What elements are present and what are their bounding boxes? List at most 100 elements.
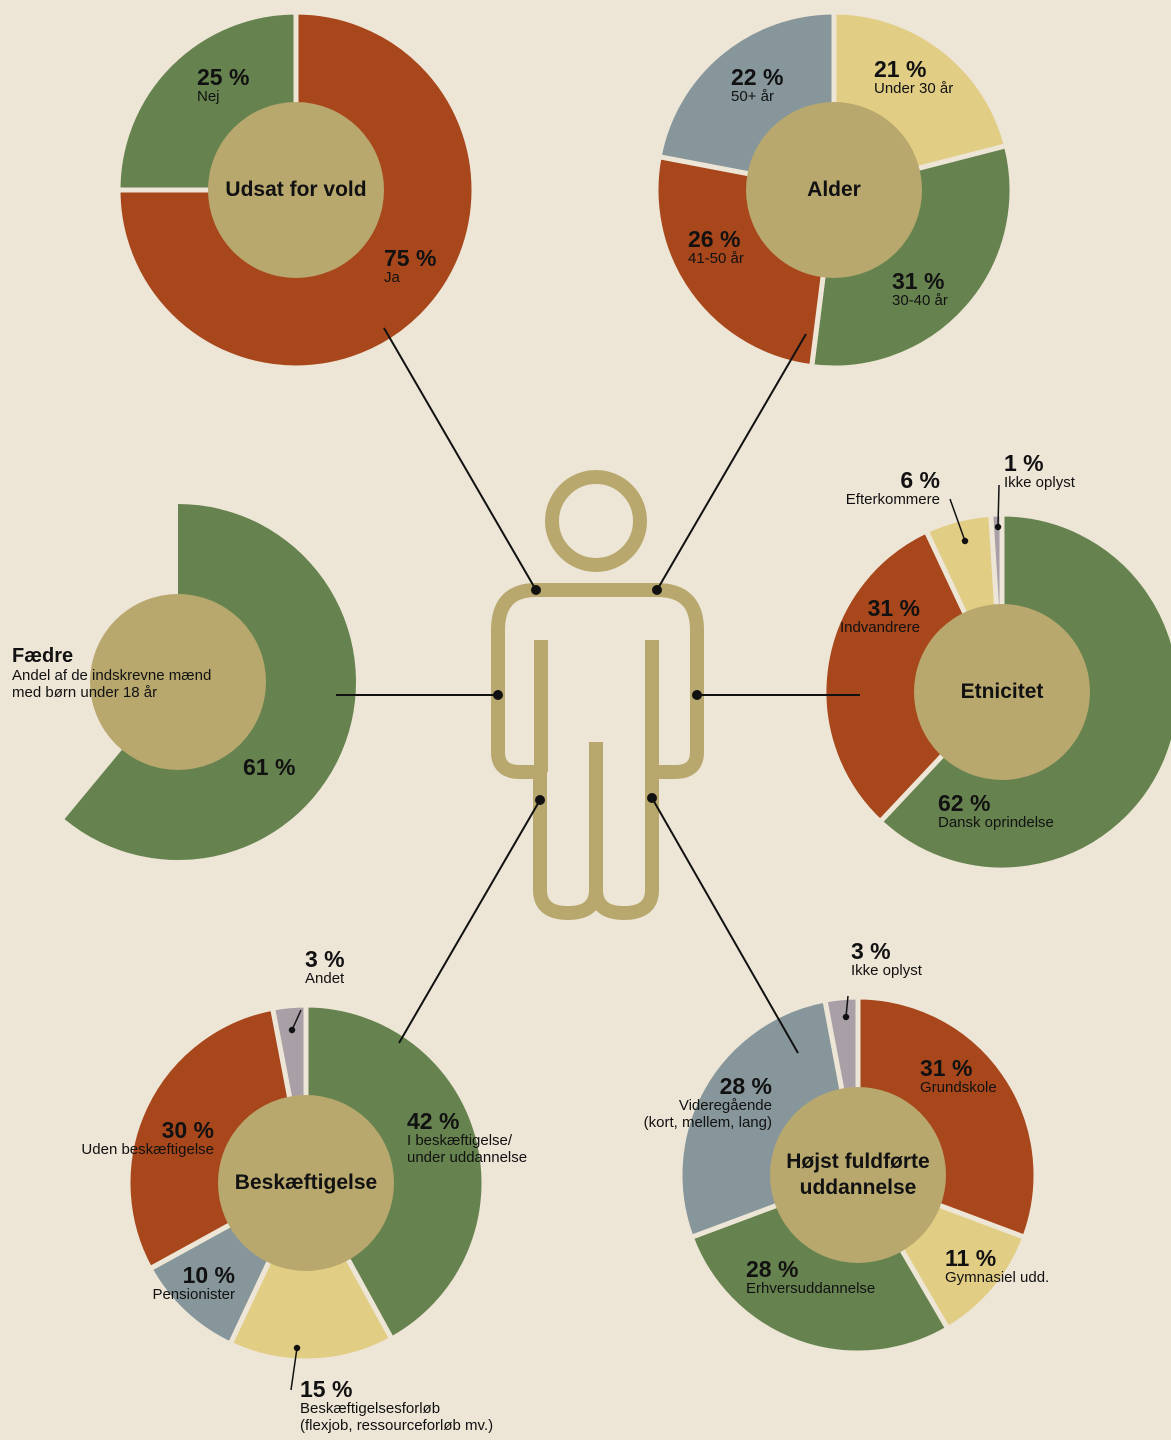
center-disk [90, 594, 266, 770]
leader-dot [842, 1013, 850, 1021]
value-label: 3 % [851, 938, 891, 964]
slice-label: 30 % Uden beskæftigelse [81, 1117, 214, 1159]
charts [64, 9, 1171, 1364]
slice-label: 26 % 41-50 år [688, 226, 744, 268]
category-label: Ja [384, 269, 400, 286]
value-label: 31 % [892, 268, 945, 294]
leader-line [291, 1009, 302, 1031]
category-label: Erhversuddannelse [746, 1280, 876, 1297]
person-icon [491, 470, 704, 920]
slice-label: 6 % Efterkommere [846, 467, 940, 509]
connector-dot [531, 585, 541, 595]
category-label: Ikke oplyst [1004, 474, 1075, 491]
category-label: Uden beskæftigelse [81, 1141, 214, 1158]
value-label: 30 % [161, 1117, 214, 1143]
slice-label: 42 % I beskæftigelse/ under uddannelse [407, 1108, 528, 1167]
center-disk [218, 1095, 394, 1271]
slice-label: 10 % Pensionister [152, 1262, 235, 1304]
person-body [491, 583, 704, 920]
leader-line [290, 1347, 298, 1391]
value-label: 22 % [731, 64, 784, 90]
slice-label: 22 % 50+ år [731, 64, 784, 106]
value-label: 62 % [938, 790, 991, 816]
value-label: 15 % [300, 1376, 353, 1402]
connector [383, 327, 537, 591]
slice-label: 11 % Gymnasiel udd. [945, 1245, 1050, 1287]
pie-slice [821, 527, 1005, 826]
connector-dot [652, 585, 662, 595]
value-label: 21 % [874, 56, 927, 82]
value-label: 1 % [1004, 450, 1044, 476]
chart-title: Etnicitet [960, 680, 1044, 703]
pie-slice [115, 9, 477, 371]
leader-dot [288, 1026, 296, 1034]
connector [651, 797, 799, 1054]
connectors [336, 327, 860, 1054]
person-head [545, 470, 647, 572]
value-label: 26 % [688, 226, 741, 252]
chart-subtitle: Andel af de indskrevne mænd med børn und… [12, 667, 212, 701]
value-label: 6 % [900, 467, 940, 493]
pie-slice [226, 1177, 396, 1364]
slice-label: 3 % Ikke oplyst [851, 938, 922, 980]
leader-dot [961, 537, 969, 545]
leader-dot [994, 523, 1002, 531]
category-label: Videregående (kort, mellem, lang) [643, 1097, 772, 1131]
category-label: 50+ år [731, 88, 774, 105]
category-label: I beskæftigelse/ under uddannelse [407, 1132, 528, 1166]
leader-line [845, 995, 849, 1018]
connector-dot [647, 793, 657, 803]
value-label: 11 % [945, 1245, 997, 1271]
value-label: 75 % [384, 245, 437, 271]
category-label: Grundskole [920, 1079, 997, 1096]
slice-label: 28 % Videregående (kort, mellem, lang) [643, 1073, 772, 1132]
value-label: 3 % [305, 946, 345, 972]
category-label: Dansk oprindelse [938, 814, 1054, 831]
connector [656, 333, 807, 591]
center-disk [770, 1087, 946, 1263]
chart-title: Fædre [12, 645, 74, 667]
chart-title: Udsat for vold [225, 178, 367, 201]
connector [398, 799, 541, 1044]
connector-dot [493, 690, 503, 700]
category-label: Nej [197, 88, 220, 105]
value-label: 25 % [197, 64, 250, 90]
leader-lines [288, 484, 1002, 1391]
center-disk [208, 102, 384, 278]
slice-label: 31 % 30-40 år [892, 268, 948, 310]
slice-label: 75 % Ja [384, 245, 437, 287]
slice-label: 15 % Beskæftigelsesforløb (flexjob, resso… [300, 1376, 494, 1435]
chart-title: Højst fuldførte uddannelse [786, 1150, 930, 1199]
connector-dot [692, 690, 702, 700]
slice-label: 31 % Grundskole [920, 1055, 997, 1097]
value-label: 10 % [182, 1262, 235, 1288]
category-label: Andet [305, 970, 345, 987]
category-label: Ikke oplyst [851, 962, 922, 979]
center-disk [746, 102, 922, 278]
value-label: 42 % [407, 1108, 460, 1134]
category-label: Indvandrere [839, 619, 920, 636]
slice-label: 1 % Ikke oplyst [1004, 450, 1075, 492]
value-label: 28 % [746, 1256, 799, 1282]
slice-label: 21 % Under 30 år [874, 56, 953, 98]
category-label: Pensionister [152, 1286, 235, 1303]
value-label: 31 % [867, 595, 920, 621]
category-label: 41-50 år [688, 250, 744, 267]
category-label: Gymnasiel udd. [945, 1269, 1050, 1286]
value-label: 28 % [719, 1073, 772, 1099]
slice-label: 31 % Indvandrere [839, 595, 920, 637]
category-label: Beskæftigelsesforløb (flexjob, ressource… [300, 1400, 494, 1434]
slice-label: 3 % Andet [305, 946, 345, 988]
category-label: 30-40 år [892, 292, 948, 309]
slice-label: 25 % Nej [197, 64, 250, 106]
value-label: 61 % [243, 754, 296, 780]
chart-title: Beskæftigelse [234, 1171, 378, 1194]
leader-line [949, 498, 966, 542]
chart-title: Alder [807, 178, 861, 201]
leader-line [997, 484, 1000, 528]
value-label: 31 % [920, 1055, 973, 1081]
center-disk [914, 604, 1090, 780]
leader-dot [293, 1344, 301, 1352]
